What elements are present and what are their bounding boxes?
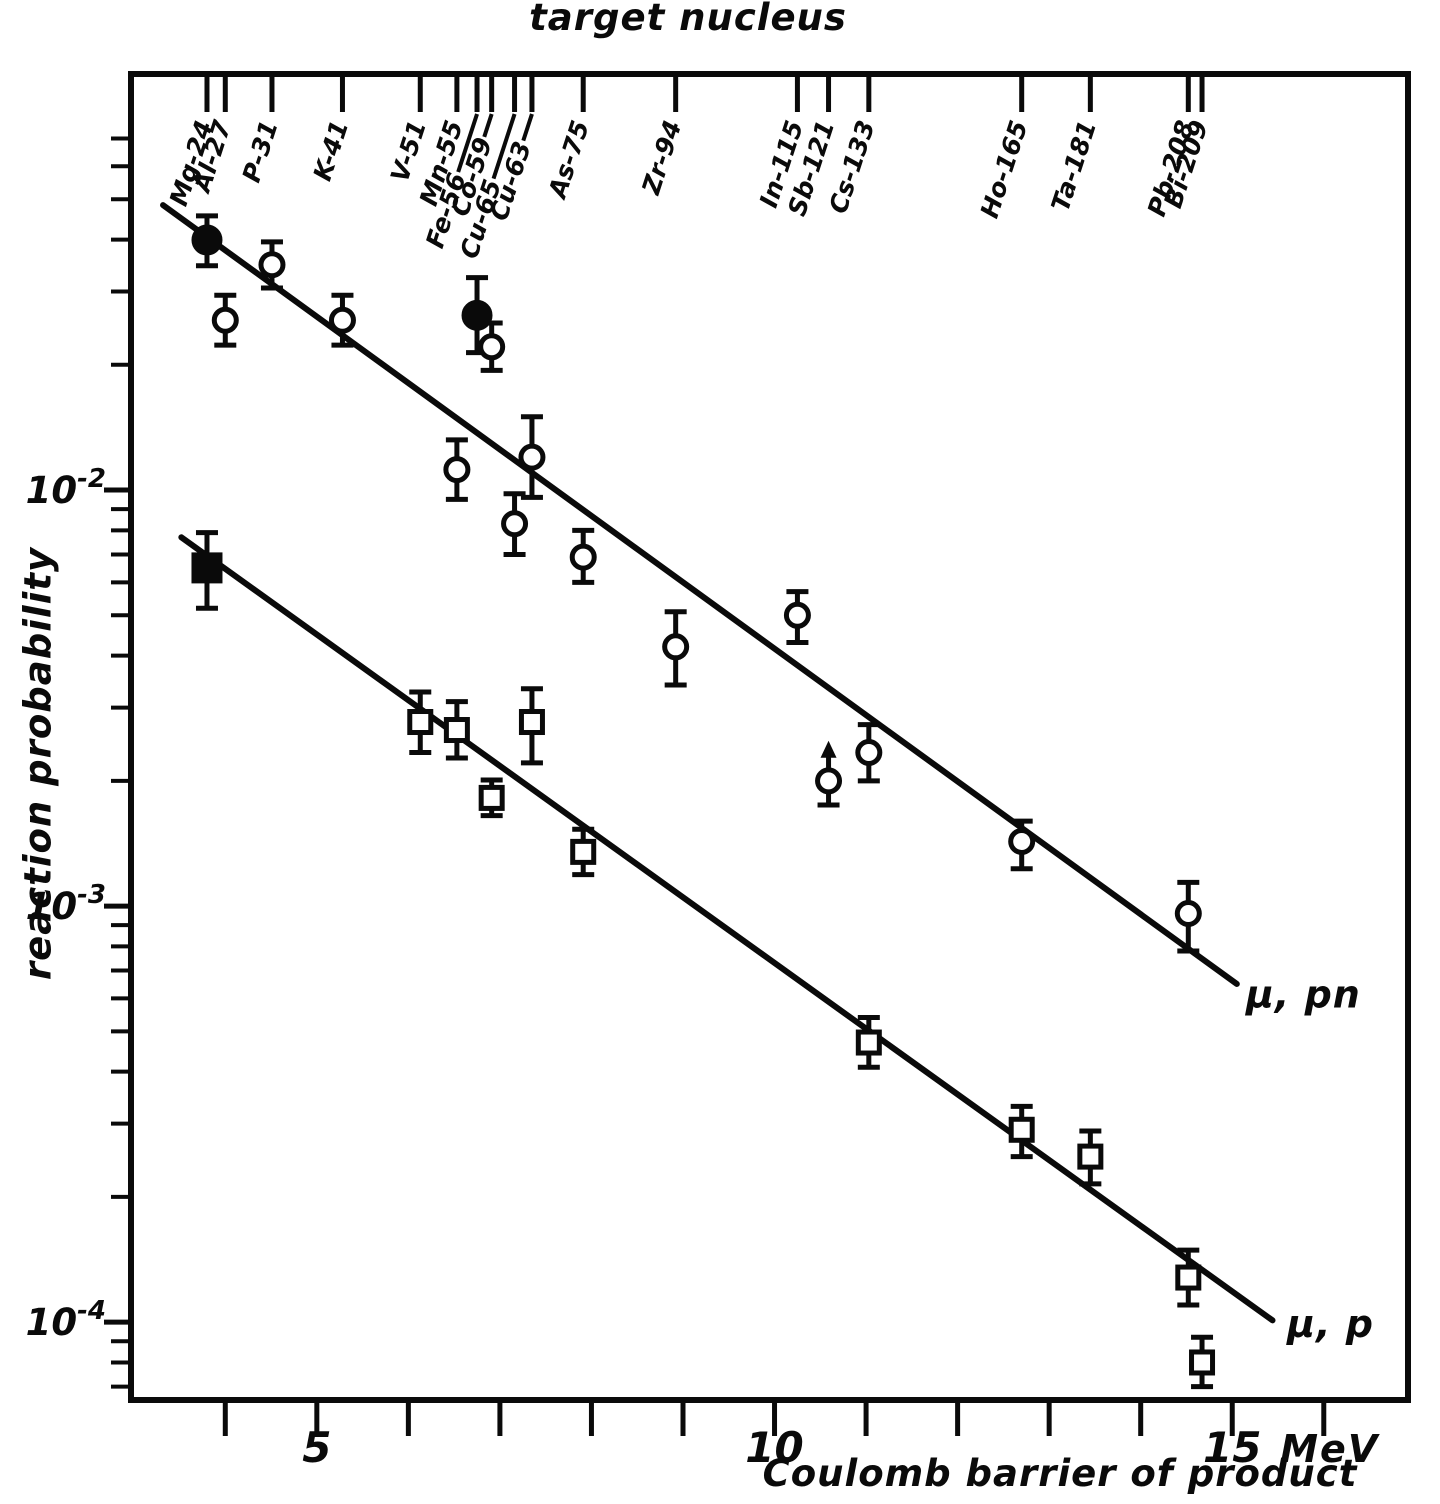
data-point-circle-filled-Mg-24 (191, 224, 223, 256)
data-point-square-Ho-165 (1008, 1116, 1035, 1143)
nucleus-label: K-41 (308, 117, 355, 184)
y-tick-label: 10-3 (26, 880, 106, 928)
data-point-square-Cu-63 (518, 709, 545, 736)
data-point-circle-Co-59 (478, 333, 506, 361)
x-axis-title: Coulomb barrier of product (762, 1452, 1358, 1495)
y-tick-label: 10-2 (26, 464, 106, 512)
data-point-circle-K-41 (328, 306, 356, 334)
data-point-circle-Cu-65 (501, 510, 529, 538)
nucleus-leader-line (491, 113, 517, 180)
x-axis-unit: MeV (1280, 1427, 1380, 1471)
data-point-circle-Cs-133 (855, 738, 883, 766)
data-point-circle-In-115 (783, 601, 811, 629)
data-point-circle-P-31 (258, 251, 286, 279)
nucleus-leader-line (456, 113, 479, 173)
data-point-square-V-51 (407, 709, 434, 736)
plot-border (128, 71, 1411, 1403)
nucleus-leader-line (521, 113, 534, 142)
nucleus-label: Ho-165 (975, 117, 1034, 222)
nucleus-label: P-31 (237, 117, 284, 186)
nucleus-label: Ta-181 (1046, 117, 1102, 215)
data-point-square-Cs-133 (855, 1029, 882, 1056)
trend-line-mu_p (178, 534, 1276, 1324)
data-point-square-Pb-208 (1175, 1264, 1202, 1291)
data-point-circle-Ho-165 (1008, 827, 1036, 855)
trend-line-mu_pn (160, 202, 1240, 987)
nucleus-label: As-75 (542, 117, 595, 203)
data-point-square-Ta-181 (1077, 1143, 1104, 1170)
x-tick-label: 10 (745, 1423, 803, 1472)
series-label-mu_pn: μ, pn (1244, 973, 1361, 1017)
top-axis-title: target nucleus (529, 0, 847, 39)
data-point-circle-As-75 (569, 543, 597, 571)
data-point-square-Co-59 (478, 784, 505, 811)
nucleus-leader-line (482, 113, 494, 138)
data-point-circle-Al-27 (211, 306, 239, 334)
data-point-circle-Pb-208 (1174, 899, 1202, 927)
data-point-square-Bi-209 (1189, 1349, 1216, 1376)
x-tick-label: 15 (1203, 1423, 1261, 1472)
nucleus-label: Zr-94 (636, 117, 687, 199)
y-tick-label: 10-4 (26, 1296, 106, 1344)
data-point-circle-Zr-94 (662, 633, 690, 661)
x-tick-label: 5 (302, 1423, 331, 1472)
lower-limit-arrow (820, 740, 837, 758)
data-point-circle-Sb-121 (815, 767, 843, 795)
data-point-circle-Cu-63 (518, 443, 546, 471)
data-point-circle-Mn-55 (443, 456, 471, 484)
series-label-mu_p: μ, p (1285, 1302, 1374, 1346)
data-point-square-As-75 (570, 838, 597, 865)
data-point-square-filled-Mg-24 (191, 552, 223, 584)
data-point-square-Mn-55 (443, 717, 470, 744)
